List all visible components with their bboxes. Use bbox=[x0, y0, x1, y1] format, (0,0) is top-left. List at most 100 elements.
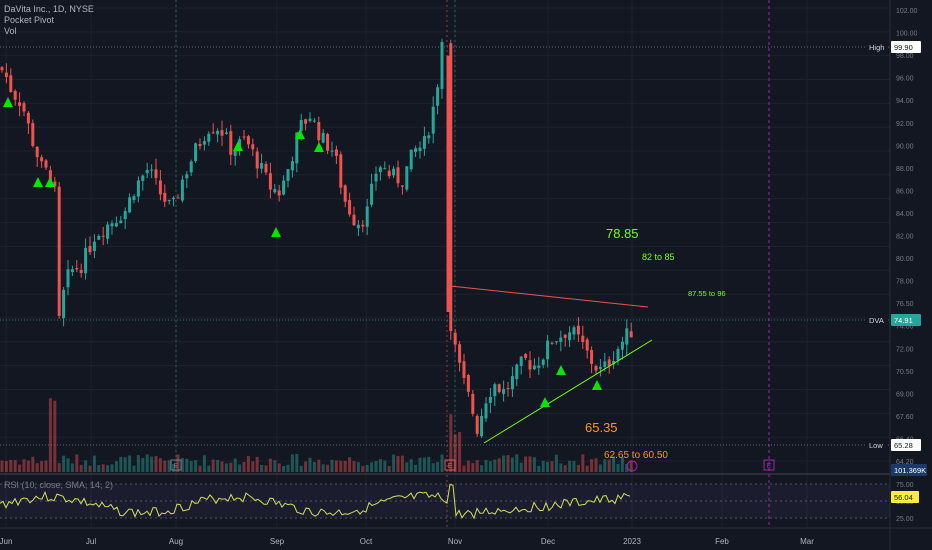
x-tick-label: Oct bbox=[360, 537, 373, 546]
candle-body bbox=[616, 349, 620, 361]
pocket-pivot-arrow bbox=[3, 97, 13, 107]
volume-bar bbox=[541, 460, 545, 472]
y-tick-label: 74.00 bbox=[896, 324, 914, 331]
volume-bar bbox=[453, 434, 457, 472]
volume-bar bbox=[414, 464, 418, 472]
candle-body bbox=[484, 403, 488, 419]
volume-bar bbox=[119, 456, 123, 472]
volume-bar bbox=[431, 463, 435, 472]
volume-bar bbox=[405, 462, 409, 472]
volume-bar bbox=[22, 459, 26, 472]
dividend-icon bbox=[626, 460, 638, 472]
volume-bar bbox=[268, 458, 272, 472]
pocket-pivot-arrow bbox=[271, 227, 281, 237]
candle-body bbox=[48, 170, 52, 181]
candle-body bbox=[216, 130, 220, 135]
volume-bar bbox=[62, 455, 66, 472]
candle-body bbox=[603, 361, 607, 367]
volume-bar bbox=[295, 454, 299, 472]
earnings-marker bbox=[763, 459, 775, 471]
candle-body bbox=[400, 185, 404, 187]
volume-bar bbox=[598, 464, 602, 472]
volume-bar bbox=[211, 459, 215, 472]
volume-bar bbox=[620, 457, 624, 472]
candle-body bbox=[185, 174, 189, 179]
candle-body bbox=[506, 387, 510, 389]
target-main-label: 78.85 bbox=[606, 226, 639, 241]
candle-body bbox=[312, 120, 316, 122]
volume-bar bbox=[550, 461, 554, 472]
volume-bar bbox=[84, 460, 88, 472]
volume-bar bbox=[18, 464, 22, 472]
candle-body bbox=[590, 350, 594, 364]
y-tick-label: 102.00 bbox=[896, 8, 918, 15]
volume-bar bbox=[44, 460, 48, 472]
candle-body bbox=[176, 197, 180, 199]
volume-bar bbox=[255, 456, 259, 472]
candle-body bbox=[519, 356, 523, 366]
volume-bar bbox=[418, 457, 422, 472]
candle-body bbox=[352, 214, 356, 226]
candle-body bbox=[260, 163, 264, 169]
y-tick-label: 64.20 bbox=[896, 459, 914, 466]
candle-body bbox=[537, 365, 541, 368]
candle-body bbox=[471, 393, 475, 414]
rsi-tag: 56.04 bbox=[894, 493, 913, 502]
volume-bar bbox=[150, 456, 154, 472]
overlay-lines bbox=[449, 285, 653, 444]
pocket-pivot-arrow bbox=[233, 141, 243, 151]
earnings-marker-label: E bbox=[174, 463, 179, 470]
volume-bar bbox=[224, 463, 228, 472]
y-tick-label: 72.00 bbox=[896, 346, 914, 353]
volume-bar bbox=[304, 461, 308, 472]
candle-body bbox=[585, 339, 589, 351]
candle-body bbox=[163, 192, 167, 202]
pocket-pivot-label: Pocket Pivot bbox=[4, 15, 55, 25]
x-tick-label: Mar bbox=[800, 537, 814, 546]
candle-body bbox=[396, 167, 400, 184]
candle-body bbox=[510, 376, 514, 390]
candle-body bbox=[194, 143, 198, 162]
volume-bar bbox=[176, 454, 180, 472]
y-tick-label: 86.00 bbox=[896, 188, 914, 195]
candle-body bbox=[35, 146, 39, 158]
symbol-title: DaVita Inc., 1D, NYSE bbox=[4, 4, 94, 14]
volume-bar bbox=[427, 456, 431, 472]
volume-bar bbox=[264, 465, 268, 472]
candle-body bbox=[546, 340, 550, 360]
candle-body bbox=[383, 168, 387, 170]
candle-body bbox=[92, 241, 96, 251]
pocket-pivot-arrow bbox=[33, 177, 43, 187]
y-tick-label: 94.00 bbox=[896, 98, 914, 105]
low-tag-value-bg bbox=[891, 439, 921, 451]
candle-body bbox=[62, 289, 66, 319]
candle-body bbox=[497, 384, 501, 393]
candle-body bbox=[123, 210, 127, 220]
candle-body bbox=[119, 220, 123, 224]
candle-body bbox=[532, 365, 536, 370]
volume-bar bbox=[35, 463, 39, 472]
volume-bar bbox=[356, 462, 360, 472]
volume-bar bbox=[66, 458, 70, 472]
y-tick-label: 92.00 bbox=[896, 121, 914, 128]
volume-bar bbox=[339, 460, 343, 472]
y-tick-label: 80.00 bbox=[896, 256, 914, 263]
y-tick-label: 90.00 bbox=[896, 143, 914, 150]
last-tag-label: DVA bbox=[869, 316, 884, 325]
candle-body bbox=[625, 328, 629, 345]
volume-bar bbox=[136, 455, 140, 472]
volume-bar bbox=[524, 456, 528, 472]
volume-bar bbox=[308, 457, 312, 472]
volume-bar bbox=[202, 455, 206, 472]
volume-bar bbox=[167, 460, 171, 472]
candle-body bbox=[458, 344, 462, 363]
volume-bar bbox=[238, 464, 242, 472]
volume-bar bbox=[75, 454, 79, 472]
volume-bar bbox=[348, 457, 352, 472]
candle-body bbox=[295, 132, 299, 164]
rsi-pane bbox=[0, 473, 890, 520]
volume-bar bbox=[277, 463, 281, 472]
volume-bar bbox=[198, 465, 202, 472]
volume-bar bbox=[172, 463, 176, 472]
